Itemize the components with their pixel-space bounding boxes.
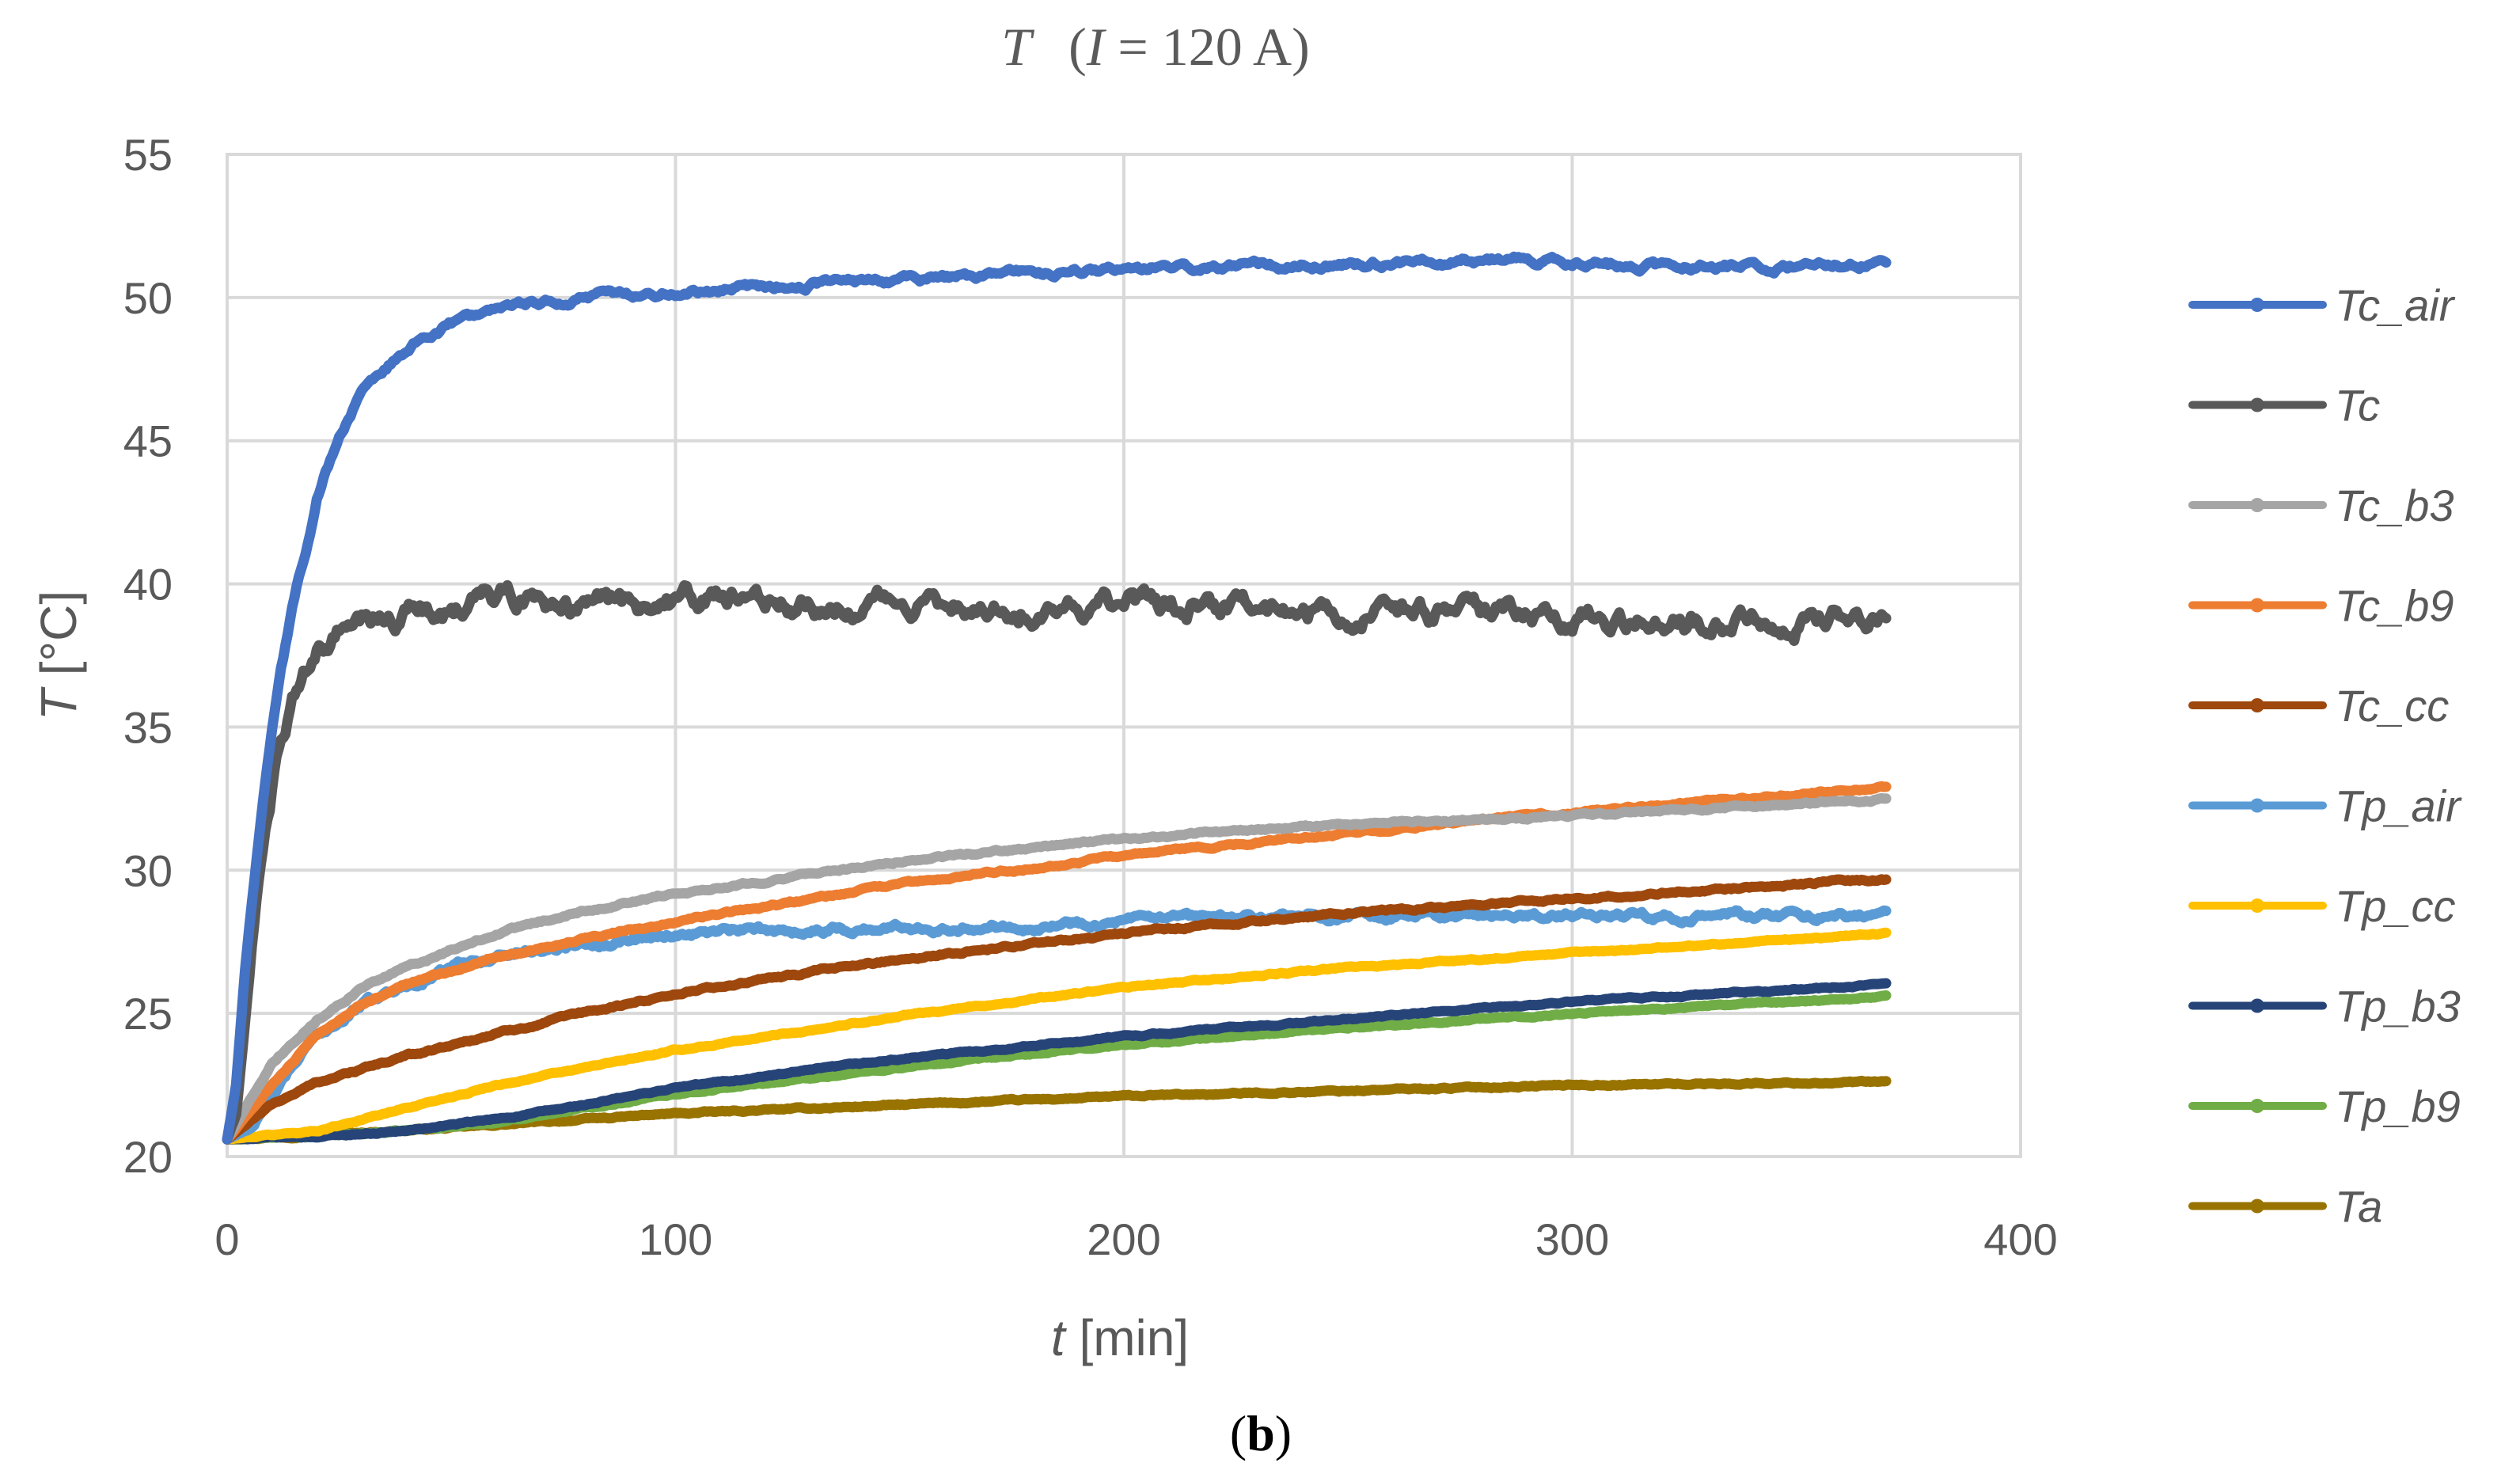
x-tick-label-200: 200 [1087,1214,1160,1264]
y-tick-label-20: 20 [123,1132,173,1182]
y-tick-labels: 20 25 30 35 40 45 50 55 [123,130,173,1182]
legend-label: Tc [2335,381,2380,431]
legend-swatch-marker [2250,498,2264,512]
series-tp-cc [222,927,1892,1145]
series-line-tp-cc [222,927,1892,1145]
series-tc [222,579,1892,1145]
legend-item-tp-air: Tp_air [2188,781,2462,831]
series-line-tc-cc [222,874,1892,1145]
legend-item-tc-b3: Tc_b3 [2188,481,2454,530]
legend-item-tp-b3: Tp_b3 [2188,982,2461,1031]
legend-swatch-marker [2250,1099,2264,1113]
legend-swatch-marker [2250,898,2264,913]
series-line-tc [222,579,1892,1145]
legend-label: Tc_b9 [2335,581,2454,631]
series-tc-cc [222,874,1892,1145]
chart-title-ivar: I [1086,17,1107,77]
legend-item-tc-b9: Tc_b9 [2188,581,2454,631]
y-axis-title-unit: [°C] [30,591,87,690]
series-line-tc-b3 [222,792,1892,1145]
legend-item-ta: Ta [2188,1182,2382,1232]
x-axis-title: t [min] [1051,1309,1189,1366]
legend-label: Tp_b3 [2335,982,2461,1031]
series-tc-air [222,251,1892,1145]
y-tick-label-35: 35 [123,702,173,752]
figure-caption-letter: b [1247,1405,1275,1461]
series-line-tp-b3 [222,978,1892,1145]
legend-swatch-marker [2250,798,2264,813]
plot-area-border [226,153,2022,1158]
y-tick-label-50: 50 [123,273,173,323]
x-tick-label-100: 100 [639,1214,712,1264]
legend-label: Tc_cc [2335,681,2449,731]
series-layer [222,251,1892,1145]
y-axis-title: T [°C] [30,591,87,720]
legend-item-tc-cc: Tc_cc [2188,681,2449,731]
x-tick-label-400: 400 [1983,1214,2057,1264]
legend-item-tp-b9: Tp_b9 [2188,1081,2461,1131]
legend-item-tp-cc: Tp_cc [2188,881,2456,931]
chart-title-open: ( [1068,17,1087,77]
chart-title-var: T [1001,17,1034,77]
y-tick-label-55: 55 [123,130,173,180]
x-tick-label-0: 0 [214,1214,239,1264]
legend-swatch-marker [2250,598,2264,613]
legend-swatch-marker [2250,298,2264,312]
legend-label: Ta [2335,1182,2382,1232]
chart-title: T (I = 120 A) [1001,17,1310,77]
figure-caption-close: ) [1275,1405,1292,1461]
legend-label: Tp_air [2335,781,2462,831]
figure-caption-open: ( [1230,1405,1247,1461]
legend-item-tc-air: Tc_air [2188,280,2456,330]
y-tick-label-40: 40 [123,560,173,610]
legend-label: Tc_air [2335,280,2456,330]
legend-label: Tp_b9 [2335,1081,2461,1131]
y-tick-label-30: 30 [123,845,173,895]
series-line-tc-air [222,251,1892,1145]
y-axis-title-var: T [30,686,87,720]
legend-swatch-marker [2250,998,2264,1013]
legend-item-tc: Tc [2188,381,2380,431]
legend-label: Tc_b3 [2335,481,2454,530]
y-tick-label-45: 45 [123,416,173,466]
x-axis-title-unit: [min] [1065,1309,1189,1366]
chart-title-rest: = 120 A) [1104,17,1309,77]
series-tc-b3 [222,792,1892,1145]
legend-swatch-marker [2250,698,2264,712]
figure-caption: (b) [1230,1405,1292,1461]
legend: Tc_air Tc Tc_b3 Tc_b9 Tc_cc Tp_air Tp_cc Tp_b3 T… [2188,280,2462,1232]
series-tp-b3 [222,978,1892,1145]
x-axis-title-var: t [1051,1309,1067,1366]
x-tick-labels: 0 100 200 300 400 [214,1214,2057,1264]
x-tick-label-300: 300 [1535,1214,1609,1264]
legend-swatch-marker [2250,397,2264,412]
y-tick-label-25: 25 [123,989,173,1039]
legend-label: Tp_cc [2335,881,2456,931]
legend-swatch-marker [2250,1199,2264,1214]
